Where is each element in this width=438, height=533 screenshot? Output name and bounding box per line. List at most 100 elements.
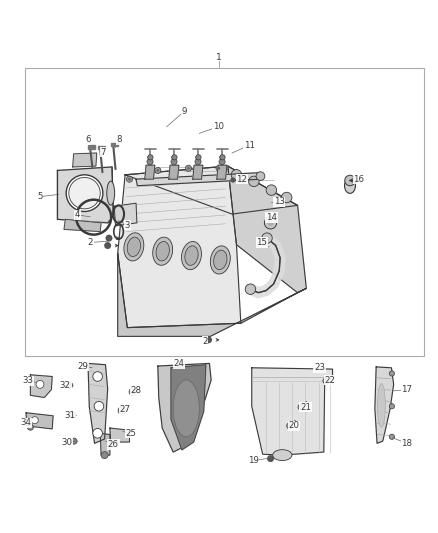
Text: 8: 8 (117, 135, 122, 144)
Polygon shape (193, 165, 203, 179)
Circle shape (155, 167, 161, 174)
Text: 20: 20 (289, 422, 300, 430)
Ellipse shape (345, 178, 356, 193)
Text: 4: 4 (74, 211, 80, 220)
Text: 26: 26 (108, 440, 119, 449)
Circle shape (218, 167, 220, 169)
Ellipse shape (153, 237, 173, 265)
Circle shape (267, 455, 274, 462)
Circle shape (282, 192, 292, 203)
Polygon shape (88, 145, 95, 149)
Text: 5: 5 (37, 192, 43, 201)
Circle shape (69, 177, 100, 209)
Circle shape (67, 382, 73, 389)
Circle shape (118, 407, 126, 415)
Circle shape (195, 159, 201, 165)
Text: 13: 13 (274, 197, 285, 206)
Ellipse shape (273, 450, 292, 461)
Circle shape (231, 169, 242, 180)
Circle shape (127, 176, 133, 182)
Circle shape (101, 451, 108, 458)
Circle shape (216, 165, 222, 171)
Text: 30: 30 (62, 438, 73, 447)
Polygon shape (30, 375, 52, 398)
Circle shape (266, 185, 277, 195)
Circle shape (345, 175, 355, 185)
Polygon shape (111, 143, 118, 147)
Polygon shape (57, 167, 113, 223)
Polygon shape (114, 203, 137, 226)
Circle shape (171, 159, 177, 165)
Text: 2: 2 (202, 337, 208, 346)
Polygon shape (158, 364, 211, 452)
Text: 12: 12 (236, 175, 247, 184)
Circle shape (70, 412, 76, 418)
Circle shape (93, 429, 102, 438)
Ellipse shape (185, 246, 198, 265)
Circle shape (93, 372, 102, 381)
Ellipse shape (156, 241, 170, 261)
Text: 7: 7 (101, 148, 106, 157)
Circle shape (66, 175, 103, 212)
Text: 15: 15 (256, 238, 267, 247)
Polygon shape (98, 146, 105, 149)
Circle shape (31, 417, 38, 424)
Ellipse shape (378, 384, 385, 427)
Circle shape (249, 176, 259, 187)
Text: 29: 29 (78, 361, 88, 370)
Polygon shape (118, 166, 241, 328)
Circle shape (196, 155, 201, 160)
Text: 10: 10 (212, 122, 224, 131)
Circle shape (298, 404, 304, 410)
Circle shape (148, 155, 153, 160)
Polygon shape (64, 220, 101, 231)
Circle shape (172, 155, 177, 160)
Text: 31: 31 (64, 411, 75, 421)
Polygon shape (375, 367, 394, 443)
Circle shape (265, 217, 277, 229)
Circle shape (128, 178, 131, 181)
Text: 2: 2 (88, 238, 93, 247)
Circle shape (94, 401, 104, 411)
Polygon shape (169, 165, 179, 179)
Ellipse shape (181, 241, 201, 270)
Circle shape (172, 155, 176, 159)
Circle shape (389, 403, 395, 409)
Circle shape (220, 155, 225, 160)
Text: 6: 6 (85, 135, 91, 144)
Ellipse shape (210, 246, 230, 274)
Circle shape (129, 389, 136, 395)
Circle shape (219, 159, 225, 165)
Circle shape (389, 371, 395, 376)
Bar (25, 68, 424, 356)
Circle shape (185, 165, 191, 171)
Circle shape (27, 424, 33, 430)
Text: 11: 11 (244, 141, 255, 150)
Text: 24: 24 (173, 359, 184, 368)
Text: 21: 21 (300, 402, 311, 411)
Ellipse shape (173, 380, 199, 437)
Text: 22: 22 (325, 376, 336, 384)
Text: 28: 28 (131, 386, 141, 395)
Circle shape (230, 177, 236, 183)
Polygon shape (228, 166, 306, 293)
Text: 18: 18 (401, 439, 412, 448)
Circle shape (389, 434, 395, 439)
Text: 32: 32 (60, 381, 71, 390)
Text: 1: 1 (216, 53, 222, 62)
Circle shape (196, 155, 200, 159)
Text: 33: 33 (22, 376, 33, 385)
Circle shape (268, 220, 274, 226)
Polygon shape (88, 364, 108, 443)
Ellipse shape (127, 237, 141, 256)
Circle shape (262, 233, 272, 244)
Text: 19: 19 (247, 456, 258, 465)
Circle shape (220, 155, 224, 159)
Circle shape (277, 200, 284, 207)
Polygon shape (110, 428, 130, 442)
Circle shape (106, 235, 113, 241)
Circle shape (147, 159, 153, 165)
Polygon shape (252, 368, 332, 455)
Text: 25: 25 (125, 429, 136, 438)
Polygon shape (171, 365, 206, 450)
